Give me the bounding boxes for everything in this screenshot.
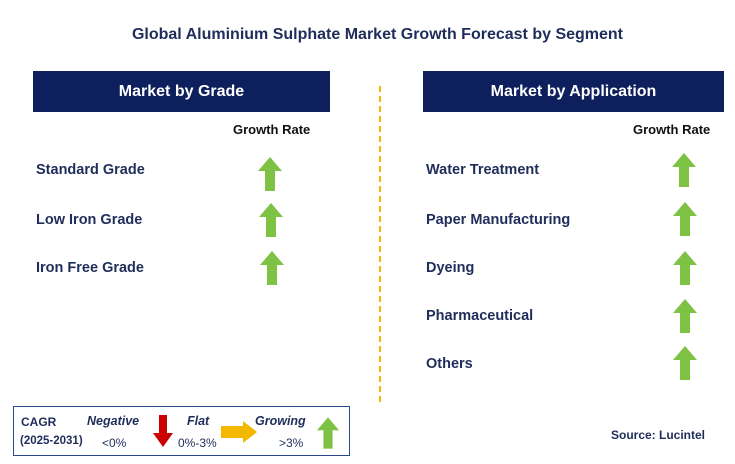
grade-growth-rate-header: Growth Rate bbox=[233, 122, 311, 137]
application-row-label: Dyeing bbox=[426, 260, 475, 276]
application-row-label: Paper Manufacturing bbox=[426, 212, 571, 228]
up-arrow-icon bbox=[673, 346, 697, 380]
grade-panel-header: Market by Grade bbox=[33, 71, 330, 112]
legend-growing-value: >3% bbox=[279, 436, 304, 450]
legend-cagr-label: CAGR bbox=[21, 415, 57, 429]
up-arrow-icon bbox=[260, 251, 284, 285]
cagr-legend: CAGR (2025-2031) Negative <0% Flat 0%-3%… bbox=[13, 406, 350, 456]
application-row-label: Pharmaceutical bbox=[426, 308, 534, 324]
up-arrow-icon bbox=[259, 203, 283, 237]
grade-row-label: Low Iron Grade bbox=[36, 212, 143, 228]
up-arrow-icon bbox=[673, 251, 697, 285]
application-growth-rate-header: Growth Rate bbox=[633, 122, 711, 137]
legend-flat-value: 0%-3% bbox=[178, 436, 217, 450]
application-row-label: Others bbox=[426, 356, 473, 372]
source-note: Source: Lucintel bbox=[611, 428, 706, 442]
up-arrow-icon bbox=[673, 202, 697, 236]
up-arrow-icon bbox=[672, 153, 696, 187]
grade-row-label: Standard Grade bbox=[36, 162, 145, 178]
legend-years: (2025-2031) bbox=[20, 435, 83, 447]
up-arrow-icon bbox=[317, 417, 339, 449]
legend-negative-value: <0% bbox=[102, 436, 127, 450]
grade-row-label: Iron Free Grade bbox=[36, 260, 144, 276]
application-row-label: Water Treatment bbox=[426, 162, 540, 178]
chart-title: Global Aluminium Sulphate Market Growth … bbox=[131, 26, 624, 43]
up-arrow-icon bbox=[258, 157, 282, 191]
down-arrow-icon bbox=[153, 415, 173, 447]
application-panel-header: Market by Application bbox=[423, 71, 724, 112]
panel-divider bbox=[379, 86, 381, 402]
legend-negative-label: Negative bbox=[87, 414, 140, 428]
legend-growing-label: Growing bbox=[255, 414, 306, 428]
up-arrow-icon bbox=[673, 299, 697, 333]
right-arrow-icon bbox=[221, 421, 257, 443]
legend-flat-label: Flat bbox=[187, 414, 210, 428]
